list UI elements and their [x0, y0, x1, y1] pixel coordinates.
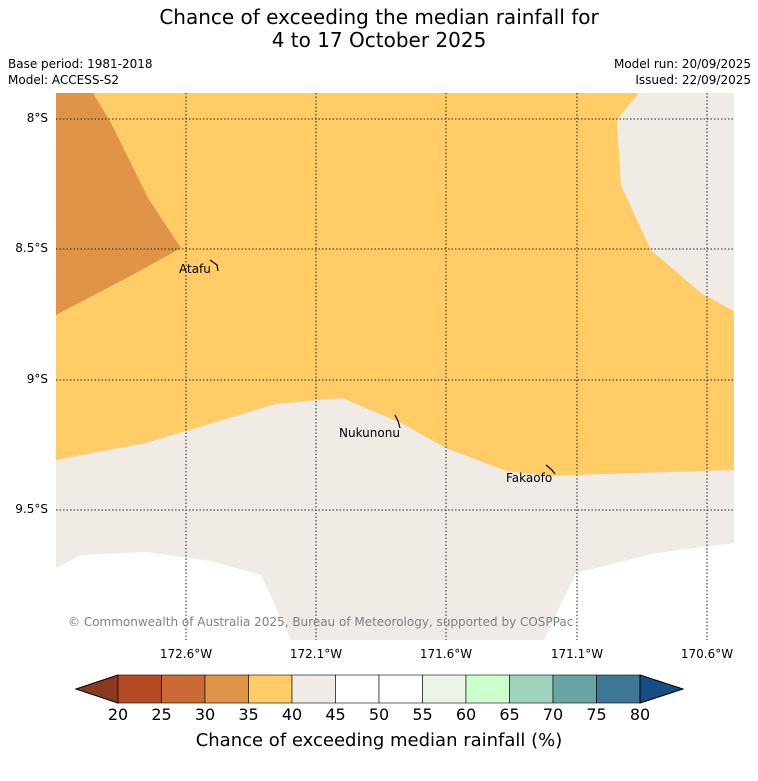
lat-label-9-5s: 9.5°S: [15, 502, 48, 516]
colorbar-tick-30: 30: [194, 705, 216, 724]
colorbar-tick-55: 55: [412, 705, 433, 724]
lat-label-9s: 9°S: [26, 372, 48, 386]
lon-label-170-6w: 170.6°W: [680, 647, 734, 661]
map-panel: Atafu Nukunonu Fakaofo © Commonwealth of…: [56, 93, 734, 640]
colorbar-tick-45: 45: [325, 705, 346, 724]
colorbar-tick-50: 50: [368, 705, 390, 724]
colorbar-tick-40: 40: [281, 705, 303, 724]
region-40-45-northeast-fill: [617, 93, 734, 311]
colorbar-bin-25-30: [161, 674, 206, 704]
lon-label-171-1w: 171.1°W: [550, 647, 604, 661]
region-45-50: [56, 552, 291, 640]
lon-label-172-6w: 172.6°W: [159, 647, 213, 661]
colorbar-extend-high: [639, 674, 685, 704]
fakaofo-island: [545, 464, 556, 475]
lat-label-8-5s: 8.5°S: [15, 241, 48, 255]
colorbar-bin-50-55: [378, 674, 423, 704]
copyright-notice: © Commonwealth of Australia 2025, Bureau…: [68, 615, 573, 629]
colorbar-bin-20-25: [117, 674, 162, 704]
colorbar-bin-65-70: [509, 674, 554, 704]
colorbar: [74, 674, 685, 704]
colorbar-bin-70-75: [552, 674, 597, 704]
colorbar-tick-60: 60: [455, 705, 477, 724]
lon-label-172-1w: 172.1°W: [289, 647, 343, 661]
colorbar-tick-80: 80: [629, 705, 651, 724]
colorbar-tick-65: 65: [499, 705, 520, 724]
colorbar-tick-35: 35: [238, 705, 259, 724]
colorbar-tick-75: 75: [586, 705, 607, 724]
colorbar-bin-35-40: [248, 674, 293, 704]
place-nukunonu: Nukunonu: [339, 426, 400, 440]
map-svg: Atafu Nukunonu Fakaofo © Commonwealth of…: [56, 93, 734, 640]
place-fakaofo: Fakaofo: [506, 471, 552, 485]
colorbar-bin-75-80: [596, 674, 641, 704]
colorbar-extend-low: [74, 674, 119, 704]
atafu-island: [209, 259, 219, 272]
map-gridlines: [56, 93, 734, 640]
issued-date: Issued: 22/09/2025: [635, 73, 751, 87]
nukunonu-island: [394, 414, 401, 429]
colorbar-bin-45-50: [335, 674, 380, 704]
place-atafu: Atafu: [179, 262, 211, 276]
model-run: Model run: 20/09/2025: [613, 57, 751, 71]
colorbar-bin-30-35: [204, 674, 249, 704]
colorbar-title: Chance of exceeding median rainfall (%): [195, 730, 563, 751]
region-30-35: [56, 93, 181, 315]
region-45-50-east: [544, 543, 734, 640]
colorbar-tick-20: 20: [107, 705, 129, 724]
colorbar-bin-55-60: [422, 674, 467, 704]
colorbar-tick-70: 70: [542, 705, 564, 724]
base-period: Base period: 1981-2018: [8, 57, 153, 71]
map-title-line2: 4 to 17 October 2025: [271, 28, 487, 52]
colorbar-tick-25: 25: [151, 705, 172, 724]
model-name: Model: ACCESS-S2: [8, 73, 120, 87]
lon-label-171-6w: 171.6°W: [419, 647, 473, 661]
map-title-line1: Chance of exceeding the median rainfall …: [159, 5, 599, 29]
colorbar-bin-60-65: [465, 674, 510, 704]
island-outlines: [209, 259, 556, 475]
lat-label-8s: 8°S: [26, 111, 48, 125]
colorbar-bin-40-45: [291, 674, 336, 704]
